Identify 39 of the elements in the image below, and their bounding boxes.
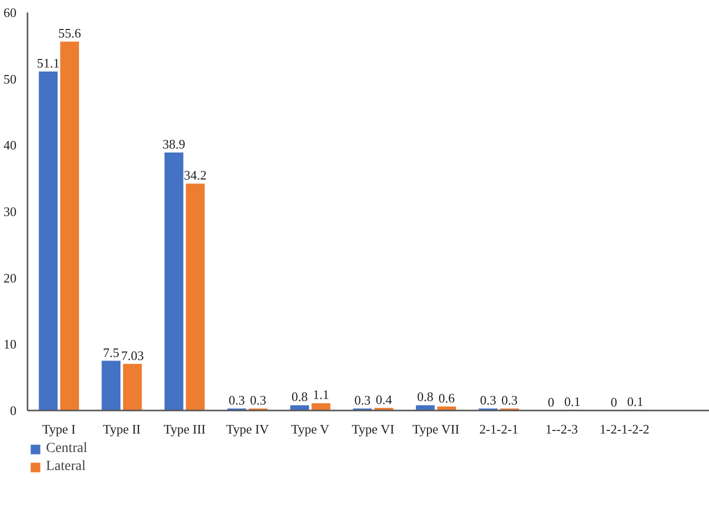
data-label: 38.9: [162, 136, 186, 152]
y-tick-label: 40: [4, 138, 16, 153]
x-tick-label: Type VI: [352, 422, 394, 436]
x-tick-label: Type VII: [412, 422, 460, 436]
x-tick-label: Type V: [291, 422, 330, 436]
data-label: 0.1: [564, 394, 580, 409]
data-label: 0.1: [627, 394, 644, 409]
data-label: 0.3: [228, 392, 245, 408]
data-label: 0.3: [480, 392, 496, 408]
data-label: 0.3: [501, 392, 518, 408]
y-tick-label: 30: [4, 204, 16, 219]
x-tick-label: Type II: [102, 422, 141, 436]
y-tick-label: 0: [10, 403, 16, 418]
data-label: 0.8: [291, 389, 308, 404]
data-label: 0.3: [250, 392, 266, 408]
y-tick-label: 60: [4, 5, 16, 20]
data-label: 0.4: [376, 392, 392, 407]
data-label: 0.3: [354, 392, 371, 408]
x-tick-label: 1--2-3: [545, 422, 578, 436]
data-label: 0.8: [417, 389, 434, 404]
x-tick-label: Type III: [164, 422, 206, 436]
data-label: 0.6: [438, 390, 456, 406]
y-tick-label: 20: [4, 270, 16, 286]
data-label: 7.5: [102, 344, 120, 360]
x-tick-label: 1-2-1-2-2: [600, 422, 650, 436]
data-label: 51.1: [36, 56, 60, 71]
legend-label: Lateral: [46, 459, 86, 475]
data-label: 0: [548, 394, 554, 410]
data-label: 1.1: [312, 387, 330, 402]
data-label: 7.03: [121, 348, 144, 363]
data-label: 55.6: [58, 26, 82, 41]
y-tick-label: 50: [4, 71, 16, 86]
x-tick-label: 2-1-2-1: [479, 422, 518, 436]
data-label: 0: [610, 394, 618, 410]
y-tick-label: 10: [4, 336, 16, 352]
data-label: 34.2: [184, 168, 207, 183]
x-tick-label: Type I: [42, 422, 76, 436]
x-tick-label: Type IV: [226, 422, 270, 436]
legend-label: Central: [46, 441, 88, 457]
